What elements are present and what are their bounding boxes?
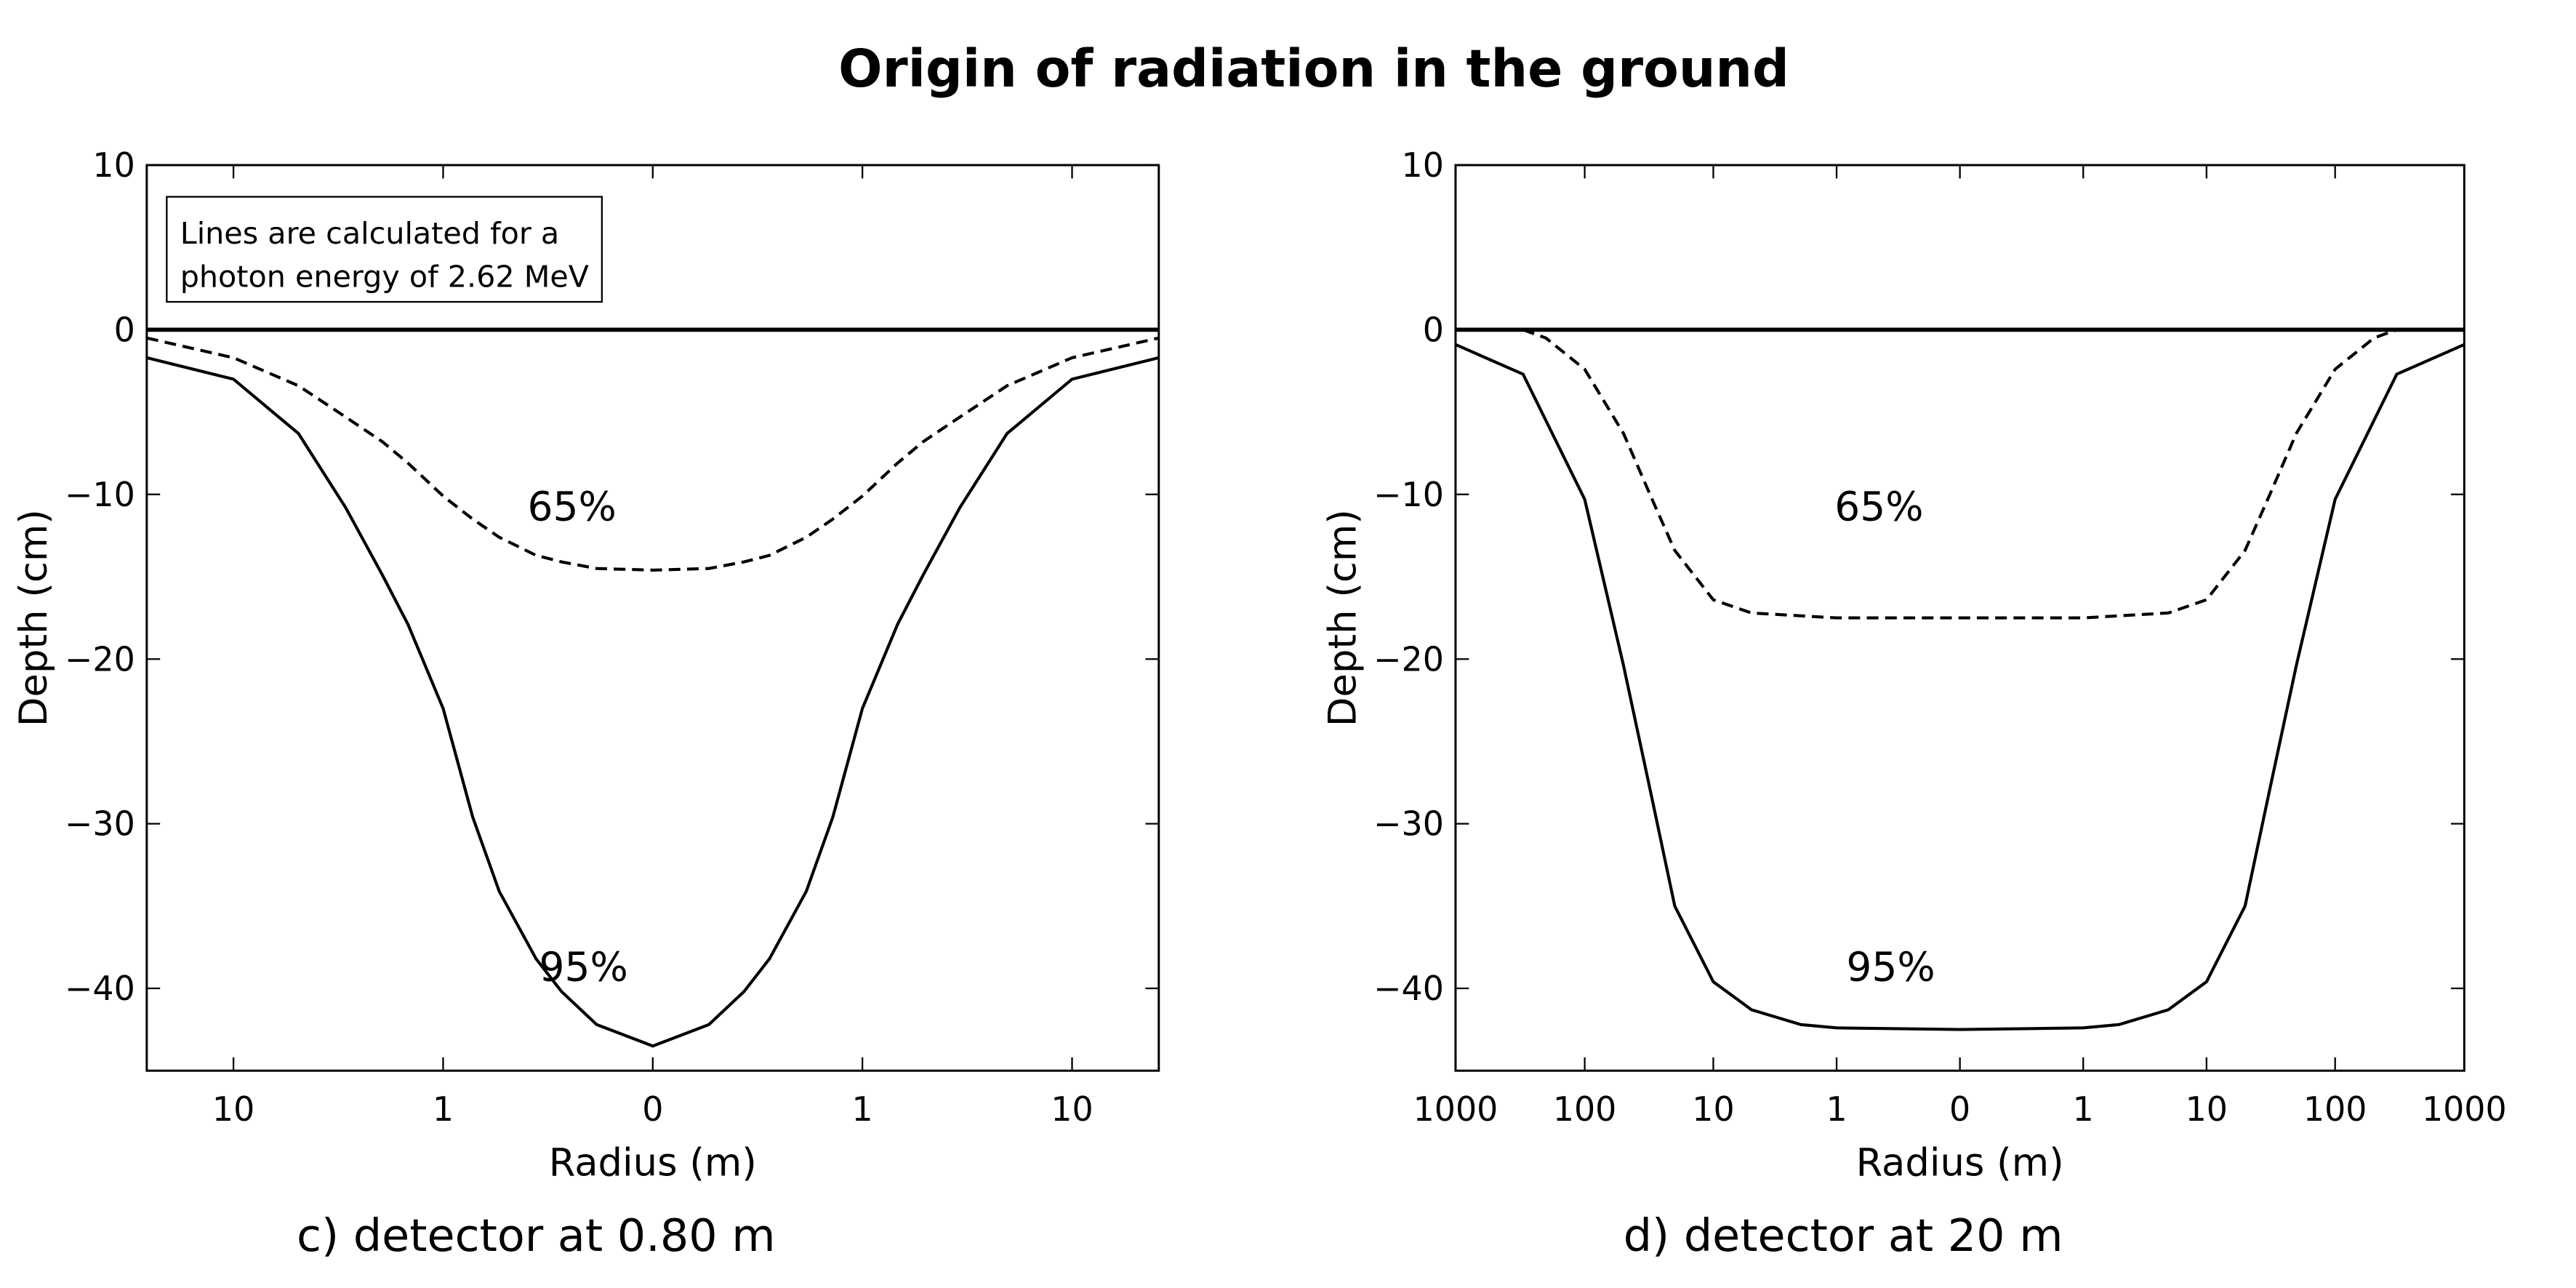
y-tick-label: −30 [65, 804, 135, 844]
note-text: Lines are calculated for a [180, 216, 560, 251]
x-tick-label: 100 [1553, 1089, 1617, 1129]
y-tick-label: −40 [1373, 969, 1444, 1008]
x-tick-label: 10 [2186, 1089, 2228, 1129]
data-line [146, 336, 1160, 572]
y-tick-label: 10 [1402, 145, 1444, 185]
plot-frame [1454, 164, 2465, 1072]
caption: c) detector at 0.80 m [297, 1209, 776, 1262]
y-tick-label: −10 [1373, 475, 1444, 514]
data-line [146, 356, 1160, 1048]
y-axis-label: Depth (cm) [1320, 509, 1365, 727]
series-label: 65% [527, 483, 616, 529]
x-tick-label: 1 [852, 1089, 873, 1129]
x-tick-label: 10 [1692, 1089, 1734, 1129]
x-tick-label: 1000 [1413, 1089, 1498, 1129]
y-tick-label: −20 [65, 639, 135, 679]
series-label: 95% [539, 943, 628, 990]
y-tick-label: 0 [114, 310, 135, 349]
x-tick-label: 10 [212, 1089, 254, 1129]
x-tick-label: 0 [1949, 1089, 1970, 1129]
y-tick-label: −40 [65, 969, 135, 1008]
figure-title: Origin of radiation in the ground [838, 39, 1789, 99]
plot-frame [145, 164, 1160, 1072]
x-axis-label: Radius (m) [1856, 1141, 2064, 1185]
y-tick-label: 0 [1423, 310, 1444, 349]
x-tick-label: 100 [2303, 1089, 2367, 1129]
note-box [166, 196, 603, 303]
y-tick-label: −20 [1373, 639, 1444, 679]
x-tick-label: 1000 [2422, 1089, 2507, 1129]
y-tick-label: −30 [1373, 804, 1444, 844]
caption: d) detector at 20 m [1624, 1209, 2063, 1262]
x-tick-label: 10 [1051, 1089, 1093, 1129]
data-line [1522, 328, 2398, 620]
series-label: 65% [1834, 483, 1923, 529]
x-tick-label: 0 [642, 1089, 663, 1129]
x-tick-label: 1 [1826, 1089, 1847, 1129]
note-text: photon energy of 2.62 MeV [180, 259, 589, 294]
y-tick-label: −10 [65, 475, 135, 514]
y-tick-label: 10 [92, 145, 135, 185]
x-axis-label: Radius (m) [549, 1141, 757, 1185]
series-label: 95% [1846, 943, 1935, 990]
x-tick-label: 1 [2073, 1089, 2094, 1129]
data-line [1455, 343, 2465, 1031]
y-axis-label: Depth (cm) [12, 509, 56, 727]
x-tick-label: 1 [433, 1089, 454, 1129]
